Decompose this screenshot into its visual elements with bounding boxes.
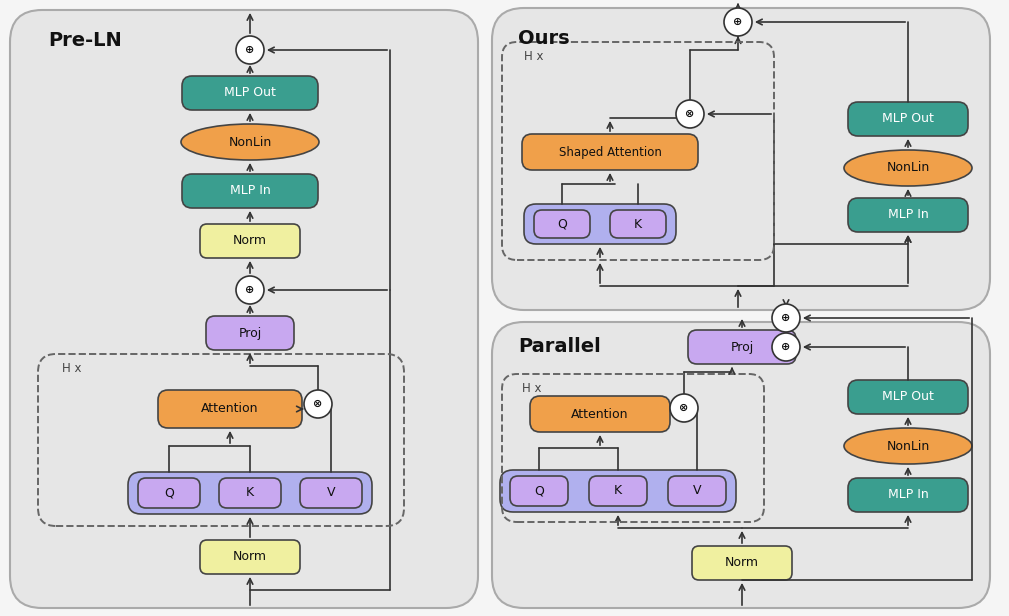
FancyBboxPatch shape bbox=[128, 472, 372, 514]
Text: ⊕: ⊕ bbox=[245, 285, 254, 295]
Text: Q: Q bbox=[164, 487, 174, 500]
Text: Norm: Norm bbox=[725, 556, 759, 570]
Text: ⊕: ⊕ bbox=[781, 342, 791, 352]
Text: NonLin: NonLin bbox=[886, 161, 929, 174]
Text: H x: H x bbox=[524, 51, 544, 63]
FancyBboxPatch shape bbox=[500, 470, 736, 512]
FancyBboxPatch shape bbox=[200, 540, 300, 574]
Text: K: K bbox=[246, 487, 254, 500]
FancyBboxPatch shape bbox=[589, 476, 647, 506]
Text: H x: H x bbox=[522, 381, 542, 394]
Text: MLP Out: MLP Out bbox=[882, 391, 934, 403]
FancyBboxPatch shape bbox=[300, 478, 362, 508]
Text: MLP Out: MLP Out bbox=[224, 86, 275, 100]
Text: ⊗: ⊗ bbox=[685, 109, 694, 119]
Text: ⊕: ⊕ bbox=[245, 45, 254, 55]
Text: NonLin: NonLin bbox=[886, 439, 929, 453]
Text: Norm: Norm bbox=[233, 235, 267, 248]
Circle shape bbox=[772, 304, 800, 332]
FancyBboxPatch shape bbox=[692, 546, 792, 580]
FancyBboxPatch shape bbox=[534, 210, 590, 238]
Text: Ours: Ours bbox=[518, 28, 570, 47]
FancyBboxPatch shape bbox=[522, 134, 698, 170]
Circle shape bbox=[236, 276, 264, 304]
Text: ⊗: ⊗ bbox=[679, 403, 689, 413]
FancyBboxPatch shape bbox=[848, 102, 968, 136]
Text: Norm: Norm bbox=[233, 551, 267, 564]
FancyBboxPatch shape bbox=[848, 478, 968, 512]
Circle shape bbox=[304, 390, 332, 418]
Text: K: K bbox=[613, 485, 623, 498]
Circle shape bbox=[236, 36, 264, 64]
FancyBboxPatch shape bbox=[510, 476, 568, 506]
Text: H x: H x bbox=[62, 362, 82, 376]
FancyBboxPatch shape bbox=[182, 76, 318, 110]
Ellipse shape bbox=[844, 428, 972, 464]
Text: MLP In: MLP In bbox=[230, 185, 270, 198]
Text: V: V bbox=[327, 487, 335, 500]
FancyBboxPatch shape bbox=[10, 10, 478, 608]
Circle shape bbox=[676, 100, 704, 128]
Text: MLP In: MLP In bbox=[888, 208, 928, 222]
FancyBboxPatch shape bbox=[492, 8, 990, 310]
Text: Q: Q bbox=[534, 485, 544, 498]
Circle shape bbox=[724, 8, 752, 36]
FancyBboxPatch shape bbox=[848, 198, 968, 232]
Text: K: K bbox=[634, 217, 642, 230]
Circle shape bbox=[772, 333, 800, 361]
FancyBboxPatch shape bbox=[182, 174, 318, 208]
Text: ⊗: ⊗ bbox=[314, 399, 323, 409]
FancyBboxPatch shape bbox=[158, 390, 302, 428]
Text: V: V bbox=[693, 485, 701, 498]
Ellipse shape bbox=[844, 150, 972, 186]
FancyBboxPatch shape bbox=[524, 204, 676, 244]
Text: Q: Q bbox=[557, 217, 567, 230]
Text: MLP In: MLP In bbox=[888, 488, 928, 501]
Text: NonLin: NonLin bbox=[228, 136, 271, 148]
FancyBboxPatch shape bbox=[530, 396, 670, 432]
Text: Proj: Proj bbox=[731, 341, 754, 354]
FancyBboxPatch shape bbox=[492, 322, 990, 608]
FancyBboxPatch shape bbox=[848, 380, 968, 414]
FancyBboxPatch shape bbox=[206, 316, 294, 350]
Text: MLP Out: MLP Out bbox=[882, 113, 934, 126]
Text: ⊕: ⊕ bbox=[734, 17, 743, 27]
FancyBboxPatch shape bbox=[138, 478, 200, 508]
FancyBboxPatch shape bbox=[200, 224, 300, 258]
Text: ⊕: ⊕ bbox=[781, 313, 791, 323]
FancyBboxPatch shape bbox=[219, 478, 281, 508]
Text: Attention: Attention bbox=[201, 402, 258, 416]
FancyBboxPatch shape bbox=[688, 330, 796, 364]
Text: Parallel: Parallel bbox=[518, 336, 600, 355]
Text: Pre-LN: Pre-LN bbox=[48, 31, 122, 49]
Text: Shaped Attention: Shaped Attention bbox=[559, 145, 662, 158]
Text: Attention: Attention bbox=[571, 408, 629, 421]
Text: Proj: Proj bbox=[238, 326, 261, 339]
FancyBboxPatch shape bbox=[610, 210, 666, 238]
Circle shape bbox=[670, 394, 698, 422]
Ellipse shape bbox=[181, 124, 319, 160]
FancyBboxPatch shape bbox=[668, 476, 726, 506]
